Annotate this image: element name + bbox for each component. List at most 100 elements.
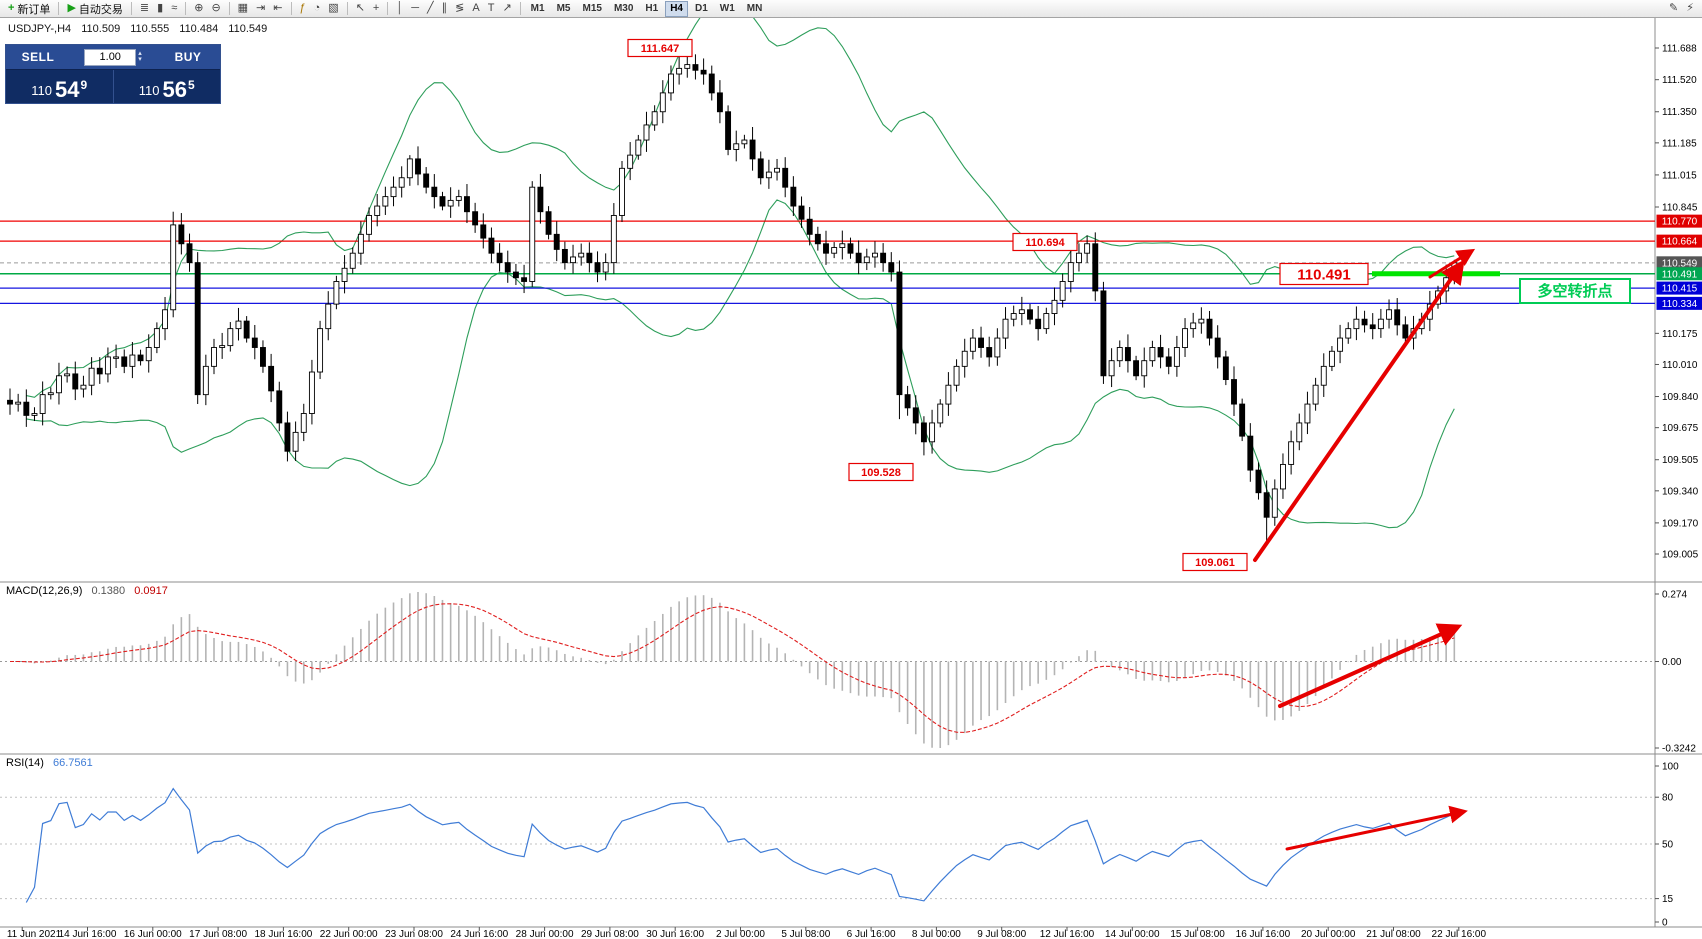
svg-text:111.350: 111.350 [1662,107,1697,118]
cursor-icon[interactable]: ↖ [353,1,368,16]
ask-main-digits: 110 [138,83,160,98]
one-click-trade-panel: SELL ▴ ▾ BUY 110 54 9 110 56 5 [5,44,221,104]
svg-text:110.664: 110.664 [1662,237,1698,248]
toolbar: + 新订单 ▶ 自动交易 ≣ ▮ ≈ ⊕ ⊖ ▦ ⇥ ⇤ ƒ ◔ ▧ ↖ + │ ─ ╱ ∥ ≶ A T ↗ M1 M5 M15 M3… [0,0,1702,18]
auto-trading-button[interactable]: ▶ 自动交易 [64,1,125,16]
toolbar-divider [519,2,521,15]
indicators-icon[interactable]: ƒ [297,1,309,16]
new-order-icon: + [8,2,15,14]
timeframe-m30-button[interactable]: M30 [613,3,634,14]
price-label-110.491[interactable]: 110.491 [1279,262,1369,286]
candlestick-chart-icon: ▮ [157,2,164,14]
channel-icon[interactable]: ∥ [439,1,451,16]
text-icon[interactable]: A [469,1,482,16]
rsi-value: 66.7561 [52,757,93,769]
tile-windows-icon[interactable]: ▦ [235,1,251,16]
svg-text:21 Jul 08:00: 21 Jul 08:00 [1366,929,1421,939]
rsi-indicator-label: RSI(14) 66.7561 [6,757,99,769]
timeframe-m15-button[interactable]: M15 [582,3,602,14]
trade-panel-prices: 110 54 9 110 56 5 [6,70,220,103]
toolbar-divider [185,2,187,15]
toolbar-divider [228,2,230,15]
line-chart-icon[interactable]: ≈ [168,1,180,16]
lot-size-input[interactable] [84,48,137,66]
trend-arrow-rsi-3[interactable] [1285,805,1468,851]
toolbar-divider [130,2,132,15]
trend-arrows[interactable] [1253,248,1476,851]
timeframe-m5-button[interactable]: M5 [556,3,571,14]
trade-panel-header: SELL ▴ ▾ BUY [6,45,220,70]
price-axis[interactable]: 111.688 111.520 111.350 111.185 111.015 110.8… [1655,44,1702,561]
periods-icon[interactable]: ◔ [311,1,324,16]
auto-scroll-icon: ⇥ [256,2,266,14]
sell-price-button[interactable]: 110 54 9 [6,70,114,103]
horizontal-line-icon[interactable]: ─ [408,1,422,16]
svg-text:110.010: 110.010 [1662,360,1698,371]
macd-value-signal: 0.0917 [134,585,168,597]
price-label-boxes[interactable]: 111.647 110.694 110.491 109.528 109.061 [627,38,1369,572]
zoom-in-icon[interactable]: ⊕ [191,1,206,16]
timeframe-mn-button[interactable]: MN [746,3,763,14]
price-label-111.647[interactable]: 111.647 [627,38,693,58]
price-label-110.694[interactable]: 110.694 [1012,232,1078,252]
trend-arrow-macd-2[interactable] [1278,623,1463,708]
buy-price-button[interactable]: 110 56 5 [114,70,221,103]
price-label-109.528[interactable]: 109.528 [848,462,914,482]
sell-button[interactable]: SELL [21,50,55,64]
candlestick-chart-icon[interactable]: ▮ [154,1,166,16]
vertical-line-icon[interactable]: │ [393,1,406,16]
svg-text:110.491: 110.491 [1297,266,1350,283]
crosshair-icon[interactable]: + [370,1,382,16]
zoom-out-icon[interactable]: ⊖ [208,1,223,16]
new-order-button[interactable]: + 新订单 [5,1,53,16]
svg-text:110.770: 110.770 [1662,217,1698,228]
trend-arrow-price-1[interactable] [1428,248,1476,279]
edit-icon[interactable]: ✎ [1666,1,1681,16]
svg-text:15: 15 [1662,894,1674,905]
text-label-icon[interactable]: T [485,1,498,16]
price-axis-box-110.415: 110.415 [1656,281,1702,295]
bar-chart-icon: ≣ [139,2,150,14]
price-label-109.061[interactable]: 109.061 [1182,552,1248,572]
tile-windows-icon: ▦ [237,2,249,14]
buy-button[interactable]: BUY [174,50,202,64]
toolbar-main-group: + 新订单 ▶ 自动交易 ≣ ▮ ≈ ⊕ ⊖ ▦ ⇥ ⇤ ƒ ◔ ▧ ↖ + │ ─ ╱ ∥ ≶ A T ↗ [4,1,525,16]
svg-text:8 Jul 00:00: 8 Jul 00:00 [912,929,961,939]
svg-text:15 Jul 08:00: 15 Jul 08:00 [1170,929,1225,939]
templates-icon: ▧ [328,2,339,14]
ohlc-low: 110.484 [179,23,219,35]
timeframe-w1-button[interactable]: W1 [719,3,735,14]
svg-text:28 Jun 00:00: 28 Jun 00:00 [516,929,574,939]
lot-decrease-button[interactable]: ▾ [138,56,142,63]
price-axis-box-110.549: 110.549 [1656,256,1702,270]
trend-arrow-price-0[interactable] [1253,259,1465,562]
horizontal-line-icon: ─ [411,2,420,14]
bar-chart-icon[interactable]: ≣ [137,1,152,16]
one-click-trading-icon[interactable]: ⚡ [1683,1,1697,16]
ohlc-open: 110.509 [81,23,121,35]
price-axis-box-110.664: 110.664 [1656,234,1702,248]
rsi-axis: 100 80 50 15 0 [1655,762,1679,929]
trendline-icon[interactable]: ╱ [424,1,437,16]
svg-text:109.170: 109.170 [1662,518,1699,529]
pivot-annotation-box[interactable]: 多空转折点 [1519,278,1631,304]
svg-text:109.505: 109.505 [1662,455,1699,466]
fibonacci-icon[interactable]: ≶ [452,1,467,16]
timeframe-m1-button[interactable]: M1 [530,3,545,14]
lot-increase-button[interactable]: ▴ [138,50,142,57]
macd-axis: 0.274 0.00 -0.3242 [1655,590,1696,755]
timeframe-h4-button[interactable]: H4 [665,0,688,17]
bid-pip-digit: 9 [80,78,88,92]
chart-shift-icon: ⇤ [273,2,283,14]
periods-icon: ◔ [313,2,321,14]
timeframe-h1-button[interactable]: H1 [645,3,659,14]
crosshair-icon: + [372,2,380,14]
chart-shift-icon[interactable]: ⇤ [270,1,285,16]
templates-icon[interactable]: ▧ [325,1,341,16]
auto-scroll-icon[interactable]: ⇥ [253,1,268,16]
arrows-icon[interactable]: ↗ [499,1,514,16]
symbol-period-label: USDJPY-,H4 [8,23,72,35]
svg-text:-0.3242: -0.3242 [1662,744,1696,755]
timeframe-d1-button[interactable]: D1 [694,3,708,14]
